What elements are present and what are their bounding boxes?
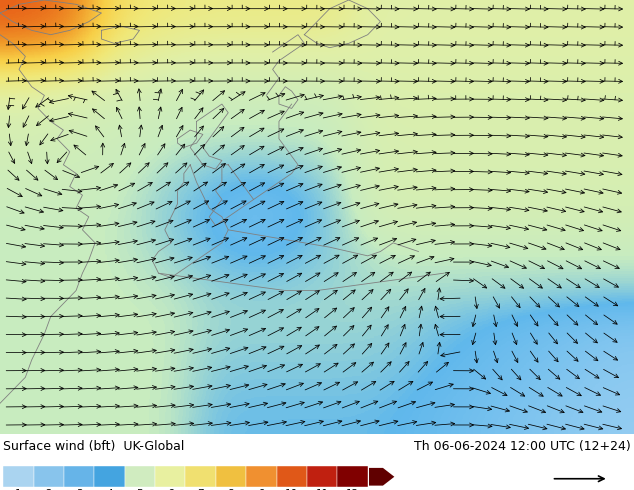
Bar	[3, 466, 34, 487]
Text: Surface wind (bft)  UK-Global: Surface wind (bft) UK-Global	[3, 441, 184, 453]
Bar	[246, 466, 276, 487]
FancyArrow shape	[369, 468, 394, 486]
Text: Th 06-06-2024 12:00 UTC (12+24): Th 06-06-2024 12:00 UTC (12+24)	[414, 441, 631, 453]
Bar	[276, 466, 307, 487]
Bar	[125, 466, 155, 487]
Bar	[64, 466, 94, 487]
Bar	[155, 466, 185, 487]
Bar	[94, 466, 125, 487]
Bar	[185, 466, 216, 487]
Bar	[216, 466, 246, 487]
Bar	[34, 466, 64, 487]
Bar	[337, 466, 368, 487]
Bar	[307, 466, 337, 487]
